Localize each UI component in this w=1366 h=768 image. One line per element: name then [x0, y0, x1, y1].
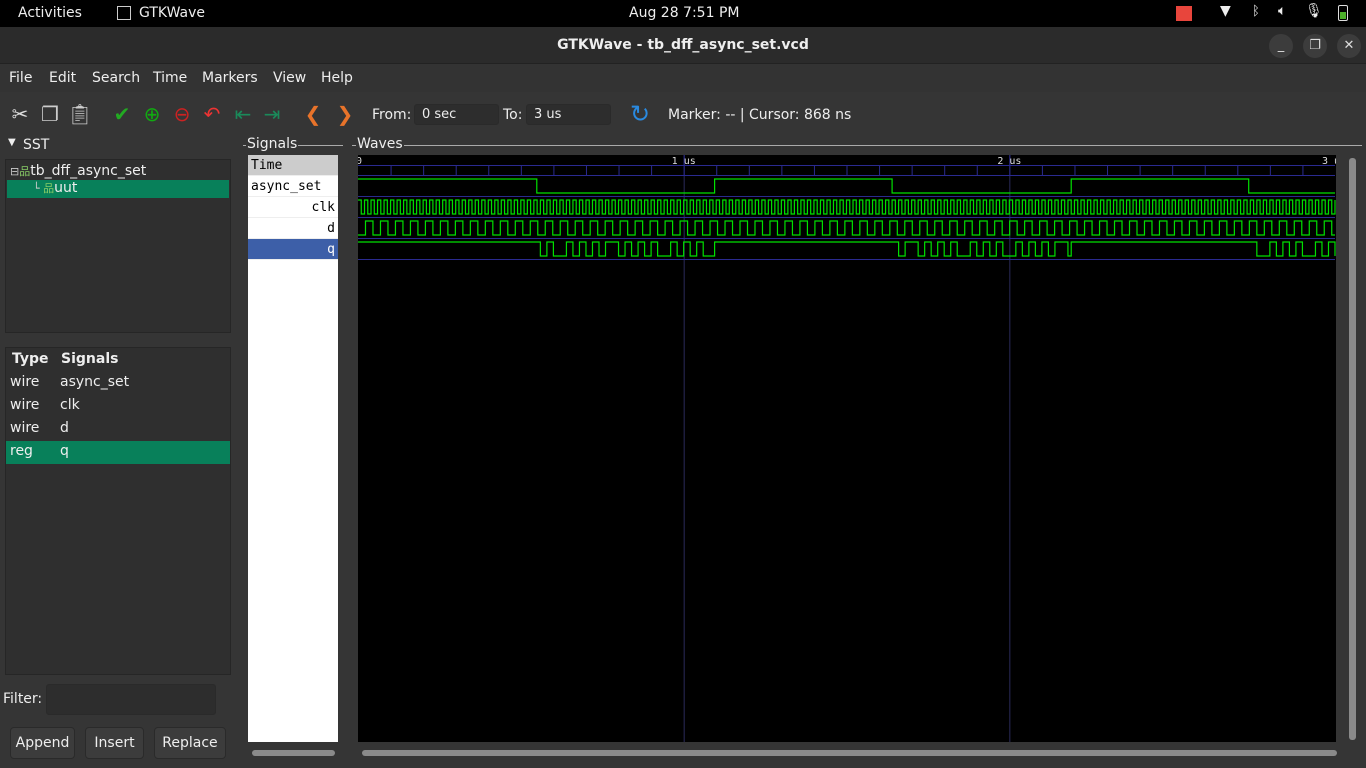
- time-label: 2 us: [997, 156, 1021, 167]
- signal-name: q: [60, 443, 69, 459]
- signal-list-header: Type Signals: [6, 348, 230, 372]
- zoom-to-end-icon[interactable]: ⇥: [263, 102, 281, 126]
- signal-list-row[interactable]: wire async_set: [6, 372, 230, 395]
- signal-list-row[interactable]: wire d: [6, 418, 230, 441]
- gtkwave-app-icon: [117, 6, 131, 20]
- signals-pane-title: Signals: [246, 136, 299, 152]
- clock[interactable]: Aug 28 7:51 PM: [629, 5, 740, 21]
- menu-markers[interactable]: Markers: [202, 70, 258, 86]
- signal-row-async_set[interactable]: async_set: [248, 176, 338, 197]
- menu-view[interactable]: View: [273, 70, 307, 86]
- tree-expander-icon[interactable]: ⊟: [10, 165, 20, 178]
- menu-bar: File Edit Search Time Markers View Help: [0, 64, 1366, 92]
- to-label: To:: [503, 107, 523, 123]
- marker-cursor-status: Marker: -- | Cursor: 868 ns: [668, 107, 852, 123]
- copy-icon[interactable]: ❐: [41, 102, 59, 126]
- signal-row-d[interactable]: d: [248, 218, 338, 239]
- waves-pane-title: Waves: [356, 136, 404, 152]
- waves-pane[interactable]: 0 1 us 2 us 3 us: [356, 155, 1346, 742]
- battery-icon[interactable]: [1338, 5, 1348, 21]
- window-title-bar: GTKWave - tb_dff_async_set.vcd _ ❐ ✕: [0, 27, 1366, 64]
- cut-icon[interactable]: ✂: [11, 102, 29, 126]
- sst-title: SST: [23, 137, 50, 153]
- signal-list-row[interactable]: reg q: [6, 441, 230, 464]
- waves-vertical-scrollbar[interactable]: [1349, 158, 1356, 740]
- undo-zoom-icon[interactable]: ↶: [203, 102, 221, 126]
- append-button[interactable]: Append: [10, 727, 75, 759]
- to-input[interactable]: 3 us: [526, 104, 611, 125]
- system-top-bar: Activities GTKWave Aug 28 7:51 PM ▼ ᛒ 🔈︎…: [0, 0, 1366, 27]
- zoom-in-icon[interactable]: ⊕: [143, 102, 161, 126]
- filter-label: Filter:: [3, 691, 43, 707]
- waves-frame: [352, 145, 1362, 146]
- maximize-button[interactable]: ❐: [1303, 34, 1327, 58]
- signal-name: clk: [60, 397, 80, 413]
- menu-search[interactable]: Search: [92, 70, 141, 86]
- time-label: 3 us: [1322, 156, 1336, 167]
- sst-collapse-icon[interactable]: ▼: [8, 137, 16, 148]
- wave-q: [358, 241, 1336, 257]
- anydesk-tray-icon[interactable]: [1176, 6, 1192, 21]
- from-input[interactable]: 0 sec: [414, 104, 499, 125]
- signal-type: wire: [10, 374, 40, 390]
- app-menu[interactable]: GTKWave: [139, 5, 206, 21]
- signal-row-q[interactable]: q: [248, 239, 338, 260]
- tree-item-label: uut: [54, 180, 78, 196]
- tree-item-label: tb_dff_async_set: [30, 163, 147, 179]
- sst-tree: ⊟品tb_dff_async_set └ 品uut: [5, 159, 231, 333]
- wave-clk: [358, 199, 1336, 215]
- waveform-canvas[interactable]: 0 1 us 2 us 3 us: [356, 155, 1346, 742]
- microphone-icon[interactable]: 🎙︎: [1305, 3, 1323, 19]
- wave-d: [358, 220, 1335, 236]
- filter-input[interactable]: [46, 684, 216, 715]
- signals-pane: Time async_set clk d q: [248, 155, 338, 742]
- signal-name: d: [60, 420, 69, 436]
- paste-icon[interactable]: 📋︎: [67, 102, 93, 126]
- signal-type: wire: [10, 420, 40, 436]
- window-title: GTKWave - tb_dff_async_set.vcd: [557, 37, 809, 53]
- insert-button[interactable]: Insert: [85, 727, 144, 759]
- waves-horizontal-scrollbar[interactable]: [362, 750, 1337, 756]
- time-label: 0: [358, 156, 362, 167]
- zoom-out-icon[interactable]: ⊖: [173, 102, 191, 126]
- signals-horizontal-scrollbar[interactable]: [252, 750, 335, 756]
- activities-button[interactable]: Activities: [18, 5, 82, 21]
- menu-help[interactable]: Help: [321, 70, 353, 86]
- reload-icon[interactable]: ↻: [629, 100, 651, 128]
- module-icon: 品: [19, 165, 31, 178]
- bluetooth-icon[interactable]: ᛒ: [1252, 4, 1260, 19]
- zoom-fit-icon[interactable]: ✔: [113, 102, 131, 126]
- page-left-icon[interactable]: ❮: [304, 102, 322, 126]
- menu-time[interactable]: Time: [153, 70, 188, 86]
- time-label: 1 us: [672, 156, 696, 167]
- signal-list: Type Signals wire async_set wire clk wire d re…: [5, 347, 231, 675]
- tree-item-tb[interactable]: ⊟品tb_dff_async_set: [10, 163, 146, 181]
- signal-type: wire: [10, 397, 40, 413]
- wifi-icon[interactable]: ▼: [1220, 3, 1231, 19]
- menu-file[interactable]: File: [9, 70, 33, 86]
- wave-async_set: [358, 178, 1335, 194]
- type-column-header[interactable]: Type: [12, 351, 49, 367]
- menu-edit[interactable]: Edit: [49, 70, 77, 86]
- minimize-button[interactable]: _: [1269, 34, 1293, 58]
- signal-row-clk[interactable]: clk: [248, 197, 338, 218]
- signal-type: reg: [10, 443, 33, 459]
- close-button[interactable]: ✕: [1337, 34, 1361, 58]
- tree-item-uut[interactable]: └ 品uut: [7, 180, 229, 198]
- zoom-to-start-icon[interactable]: ⇤: [234, 102, 252, 126]
- signals-column-header[interactable]: Signals: [61, 351, 119, 367]
- signal-row-time[interactable]: Time: [248, 155, 338, 176]
- signal-name: async_set: [60, 374, 130, 390]
- page-right-icon[interactable]: ❯: [336, 102, 354, 126]
- replace-button[interactable]: Replace: [154, 727, 226, 759]
- module-icon: 品: [43, 182, 55, 195]
- from-label: From:: [372, 107, 412, 123]
- volume-icon[interactable]: 🔈︎: [1278, 3, 1287, 19]
- signal-list-row[interactable]: wire clk: [6, 395, 230, 418]
